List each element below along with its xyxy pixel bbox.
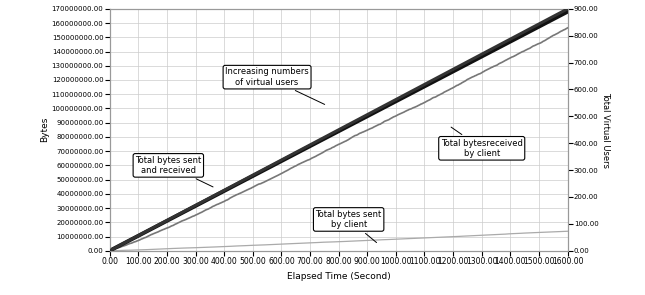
Text: Total bytes sent
by client: Total bytes sent by client	[315, 210, 382, 242]
Y-axis label: Total Virtual Users: Total Virtual Users	[600, 92, 610, 168]
Y-axis label: Bytes: Bytes	[40, 117, 49, 142]
Text: Increasing numbers
of virtual users: Increasing numbers of virtual users	[225, 68, 324, 104]
Text: Total bytes sent
and received: Total bytes sent and received	[135, 156, 213, 187]
Text: Total bytesreceived
by client: Total bytesreceived by client	[441, 127, 522, 158]
X-axis label: Elapsed Time (Second): Elapsed Time (Second)	[287, 272, 390, 281]
